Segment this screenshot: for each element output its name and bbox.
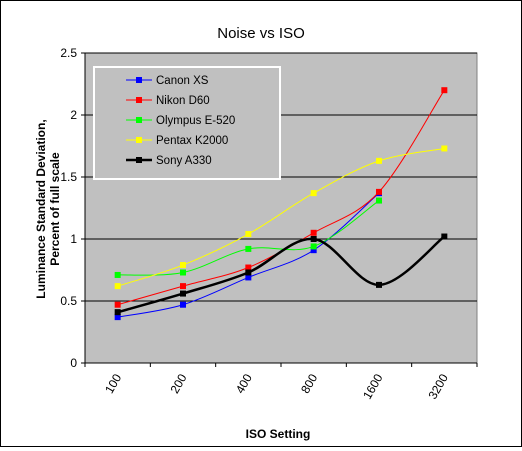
data-point-pentax-k2000: [376, 157, 382, 164]
x-tick-label: 400: [233, 371, 255, 396]
data-point-nikon-d60: [310, 229, 317, 236]
data-point-sony-a330: [441, 233, 448, 240]
legend-marker-sony-a330: [136, 157, 142, 163]
data-point-sony-a330: [310, 236, 317, 242]
legend-marker-canon-xs: [136, 77, 142, 83]
legend-label-nikon-d60: Nikon D60: [156, 95, 210, 107]
y-tick-label: 0.5: [60, 294, 77, 308]
data-point-pentax-k2000: [180, 262, 186, 269]
legend: Canon XS Nikon D60 Olympus E-520 Pentax K20…: [93, 66, 281, 180]
data-point-canon-xs: [245, 274, 252, 281]
data-point-pentax-k2000: [310, 190, 317, 197]
data-point-olympus-e-520: [245, 245, 252, 252]
legend-label-olympus-e-520: Olympus E-520: [156, 115, 235, 127]
data-point-sony-a330: [114, 309, 121, 316]
legend-marker-olympus-e-520: [136, 117, 142, 123]
chart-title: Noise vs ISO: [217, 25, 305, 42]
x-tick-label: 1600: [360, 371, 386, 401]
legend-marker-nikon-d60: [136, 97, 142, 103]
data-point-sony-a330: [376, 281, 382, 288]
data-point-nikon-d60: [441, 87, 448, 94]
data-point-nikon-d60: [114, 301, 121, 308]
data-point-pentax-k2000: [441, 145, 448, 152]
legend-label-pentax-k2000: Pentax K2000: [156, 135, 228, 147]
data-point-olympus-e-520: [114, 271, 121, 278]
data-point-pentax-k2000: [114, 283, 121, 290]
data-point-nikon-d60: [376, 188, 382, 195]
data-point-sony-a330: [245, 269, 252, 276]
legend-label-canon-xs: Canon XS: [156, 75, 209, 87]
y-tick-label: 1: [70, 232, 77, 246]
y-tick-label: 2: [70, 108, 77, 122]
series-line-sony-a330: [117, 235, 446, 314]
x-axis-title: ISO Setting: [246, 427, 311, 441]
data-point-olympus-e-520: [310, 243, 317, 250]
y-tick-label: 1.5: [60, 170, 77, 184]
data-point-olympus-e-520: [376, 197, 382, 204]
y-tick-label: 0: [70, 356, 77, 370]
y-tick-label: 2.5: [60, 46, 77, 60]
data-point-canon-xs: [310, 247, 317, 254]
x-tick-label: 3200: [425, 371, 451, 401]
data-point-pentax-k2000: [245, 231, 252, 238]
x-tick-label: 800: [298, 371, 320, 396]
series-line-pentax-k2000: [117, 147, 445, 287]
data-point-sony-a330: [180, 290, 186, 297]
legend-box: [93, 66, 281, 180]
x-tick-label: 200: [167, 371, 189, 396]
legend-marker-pentax-k2000: [136, 137, 142, 143]
data-point-canon-xs: [180, 301, 186, 308]
legend-label-sony-a330: Sony A330: [156, 155, 212, 167]
data-point-canon-xs: [114, 314, 121, 321]
y-axis-title-line-1: Luminance Standard Deviation,: [34, 119, 48, 298]
x-tick-label: 100: [102, 371, 124, 396]
data-point-nikon-d60: [245, 264, 252, 271]
data-point-olympus-e-520: [180, 269, 186, 276]
data-point-nikon-d60: [180, 283, 186, 290]
y-axis-title-line-2: Percent of full scale: [48, 152, 62, 266]
